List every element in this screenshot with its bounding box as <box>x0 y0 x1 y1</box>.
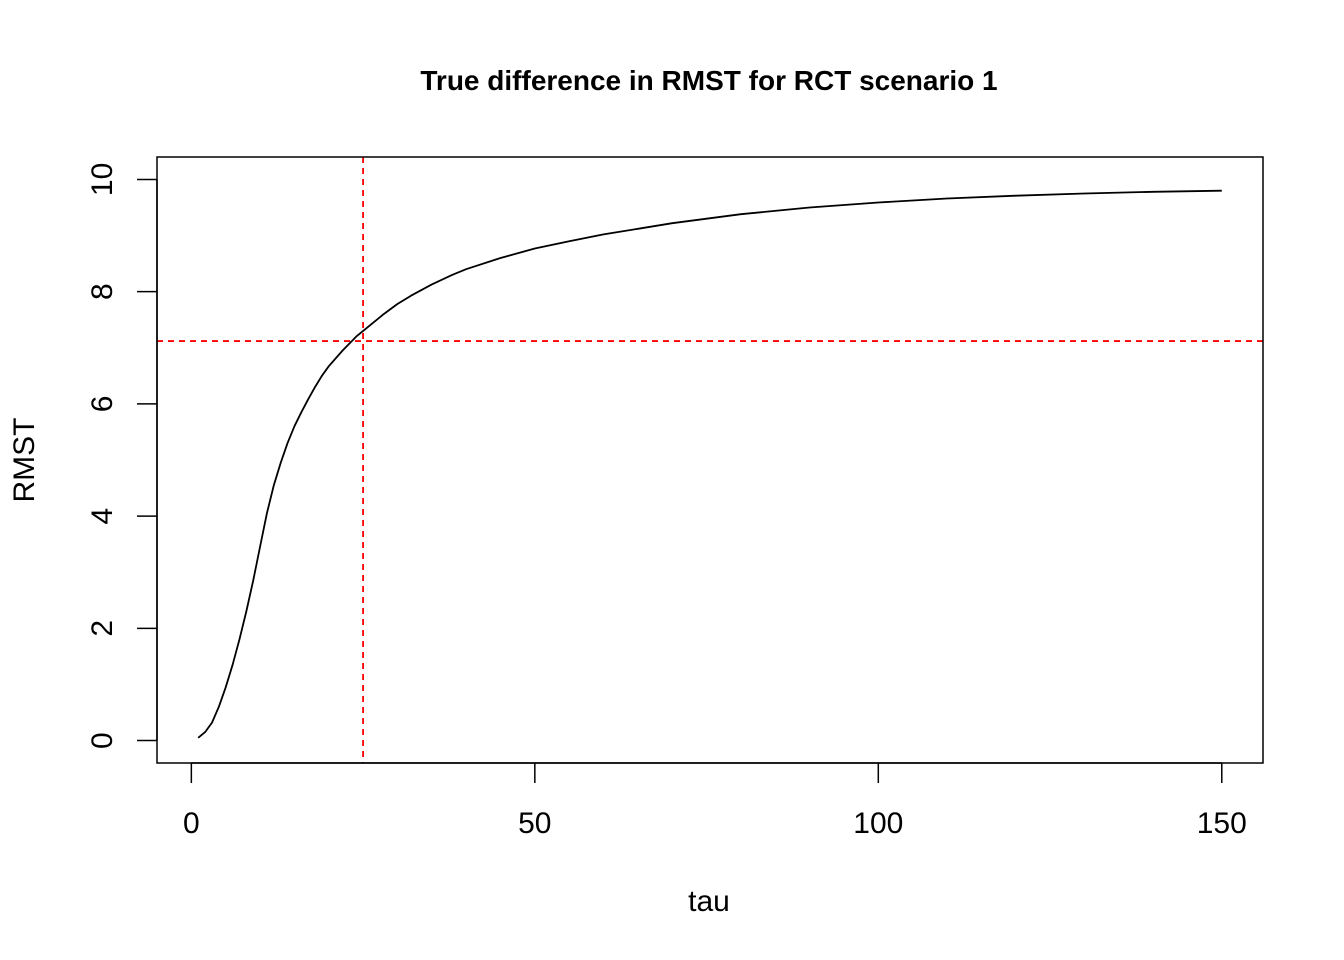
y-tick-label: 4 <box>86 508 119 525</box>
x-tick-label: 50 <box>518 807 551 840</box>
y-axis: 0 2 4 6 8 10 <box>86 163 158 749</box>
series-line-0 <box>197 189 1222 739</box>
plot-area <box>157 157 1263 763</box>
y-tick-label: 10 <box>86 163 119 196</box>
x-axis: 0 50 100 150 <box>183 762 1247 840</box>
y-tick-label: 6 <box>86 396 119 413</box>
x-tick-label: 150 <box>1197 807 1247 840</box>
x-tick-label: 0 <box>183 807 200 840</box>
x-tick-label: 100 <box>853 807 903 840</box>
y-tick-label: 8 <box>86 283 119 300</box>
y-tick-label: 2 <box>86 620 119 637</box>
chart-title: True difference in RMST for RCT scenario… <box>420 65 997 96</box>
plot-frame <box>156 156 1264 764</box>
x-axis-label: tau <box>688 885 730 918</box>
y-tick-label: 0 <box>86 732 119 749</box>
y-axis-label: RMST <box>8 418 41 503</box>
